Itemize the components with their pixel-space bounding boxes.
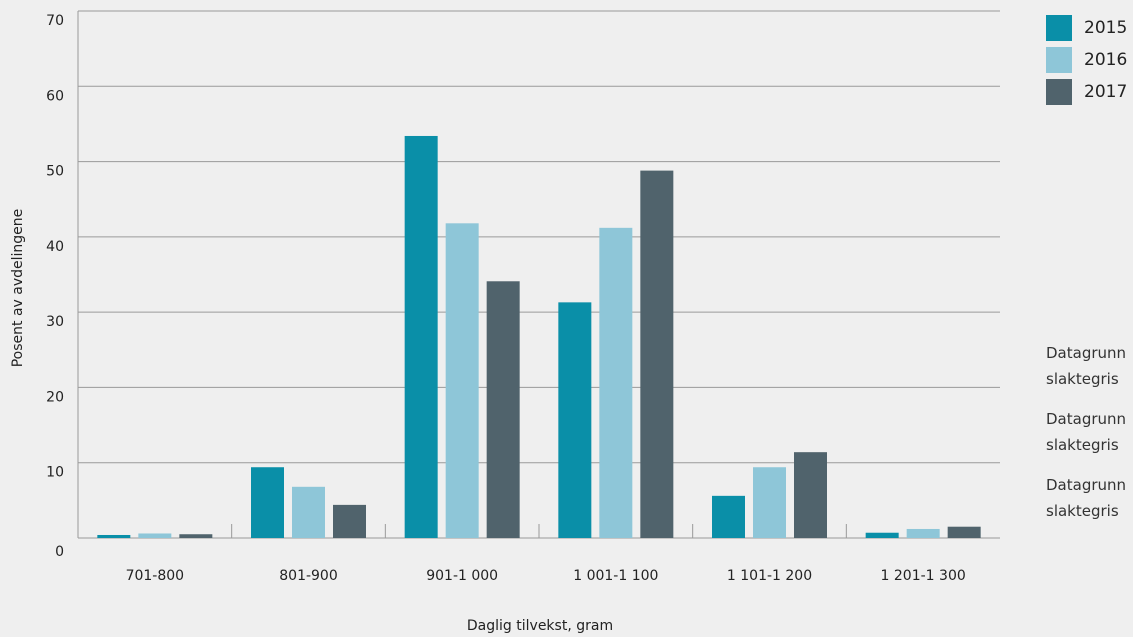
- legend-swatch: [1046, 14, 1072, 41]
- bar-2017: [947, 526, 981, 538]
- note: Datagrunn slaktegris: [1046, 340, 1133, 392]
- x-axis-title: Daglig tilvekst, gram: [467, 618, 613, 634]
- x-tick-label: 801-900: [279, 568, 338, 584]
- bar-2017: [486, 281, 520, 538]
- legend-swatch: [1046, 78, 1072, 105]
- legend-item-2016: 2016: [1046, 46, 1127, 73]
- bar-2017: [640, 170, 674, 538]
- note-line: slaktegris: [1046, 436, 1119, 454]
- note-line: Datagrunn: [1046, 410, 1127, 428]
- bar-2016: [445, 223, 479, 538]
- y-tick-label: 20: [46, 389, 64, 405]
- legend: 2015 2016 2017: [1046, 14, 1127, 110]
- x-tick-label: 1 201-1 300: [881, 568, 966, 584]
- note-line: Datagrunn: [1046, 344, 1127, 362]
- x-tick-label: 1 101-1 200: [727, 568, 812, 584]
- bar-2015: [97, 534, 131, 538]
- bar-2016: [138, 533, 172, 538]
- bar-2015: [404, 135, 438, 538]
- bar-2015: [558, 302, 592, 538]
- note-line: slaktegris: [1046, 502, 1119, 520]
- grid-layer: [77, 10, 1000, 539]
- bar-2017: [179, 534, 213, 538]
- y-tick-label: 60: [46, 88, 64, 104]
- bar-2015: [865, 532, 899, 538]
- x-tick-labels: 701-800 801-900 901-1 000 1 001-1 100 1 101-…: [126, 568, 966, 584]
- notes: Datagrunn slaktegris Datagrunn slaktegri…: [1046, 340, 1133, 538]
- y-tick-label: 10: [46, 465, 64, 481]
- x-tick-label: 701-800: [126, 568, 185, 584]
- bar-2016: [753, 467, 786, 538]
- bar-2016: [599, 227, 633, 538]
- y-tick-label: 30: [46, 314, 64, 330]
- note-line: Datagrunn: [1046, 476, 1127, 494]
- y-tick-label: 40: [46, 239, 64, 255]
- bar-2015: [712, 495, 745, 538]
- note: Datagrunn slaktegris: [1046, 472, 1133, 524]
- legend-swatch: [1046, 46, 1072, 73]
- legend-label: 2016: [1084, 49, 1128, 70]
- bar-2017: [333, 504, 366, 538]
- y-tick-labels: 0 10 20 30 40 50 60 70: [46, 13, 64, 560]
- y-tick-label: 0: [55, 544, 64, 560]
- legend-label: 2015: [1084, 17, 1128, 38]
- bar-2016: [906, 528, 940, 538]
- y-tick-label: 50: [46, 164, 64, 180]
- y-tick-label: 70: [46, 13, 64, 29]
- legend-item-2015: 2015: [1046, 14, 1127, 41]
- bar-2016: [292, 486, 325, 538]
- x-tick-label: 901-1 000: [426, 568, 498, 584]
- legend-label: 2017: [1084, 81, 1128, 102]
- x-tick-label: 1 001-1 100: [573, 568, 658, 584]
- note-line: slaktegris: [1046, 370, 1119, 388]
- bar-2017: [794, 452, 827, 538]
- note: Datagrunn slaktegris: [1046, 406, 1133, 458]
- bars-layer: [97, 135, 981, 538]
- bar-2015: [251, 467, 284, 538]
- legend-item-2017: 2017: [1046, 78, 1127, 105]
- y-axis-title: Posent av avdelingene: [10, 209, 26, 368]
